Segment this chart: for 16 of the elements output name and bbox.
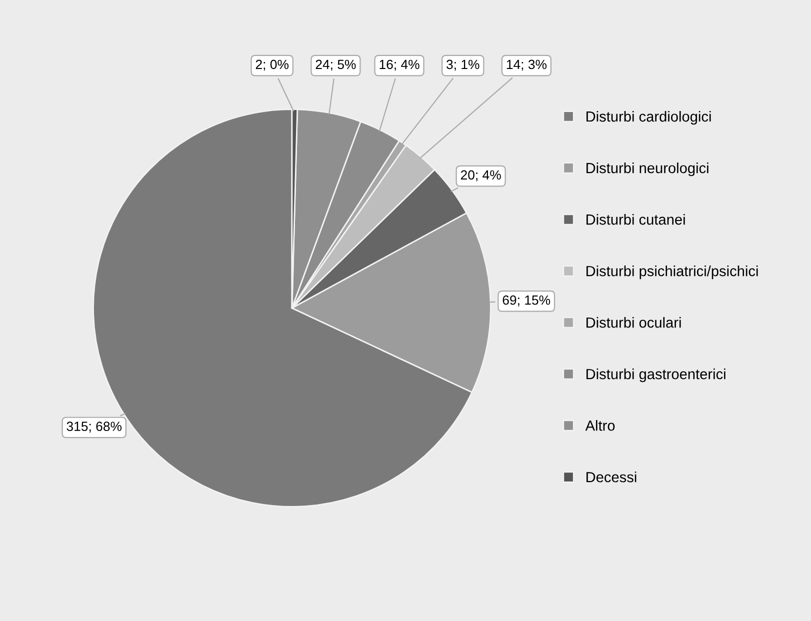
legend-label: Disturbi neurologici <box>586 162 708 176</box>
data-label: 16; 4% <box>380 60 420 71</box>
data-label: 2; 0% <box>256 60 288 71</box>
legend-label: Altro <box>585 420 615 431</box>
data-label: 20; 4% <box>460 170 501 182</box>
legend-label: Disturbi psichiatrici/psichici <box>586 266 758 280</box>
legend-label: Decessi <box>586 472 636 482</box>
data-label: 69; 15% <box>502 295 550 306</box>
legend-label: Disturbi cardiologici <box>586 110 711 125</box>
data-label: 3; 1% <box>446 60 480 71</box>
data-label: 315; 68% <box>66 422 122 433</box>
legend-label: Disturbi cutanei <box>586 214 685 225</box>
legend-label: Disturbi oculari <box>586 317 681 328</box>
data-label: 24; 5% <box>316 60 356 71</box>
data-label: 14; 3% <box>506 60 547 71</box>
legend-label: Disturbi gastroenterici <box>586 368 726 382</box>
